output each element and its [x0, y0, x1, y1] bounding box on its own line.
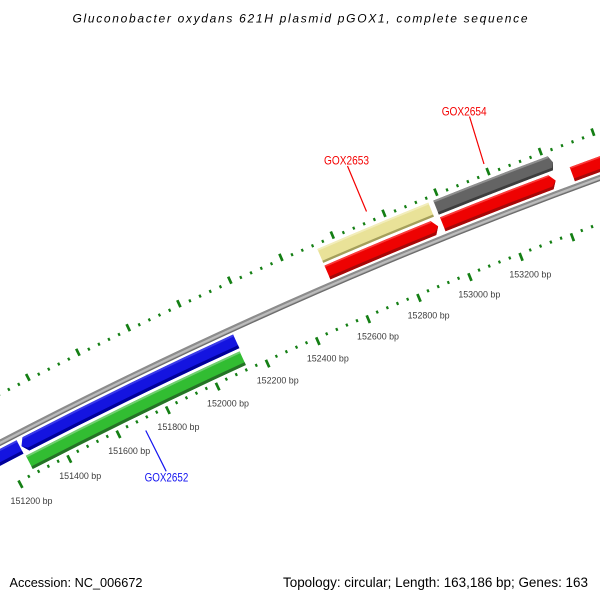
svg-text:Gluconobacter oxydans 621H pla: Gluconobacter oxydans 621H plasmid pGOX1… — [73, 11, 528, 25]
svg-text:152800 bp: 152800 bp — [408, 310, 450, 320]
svg-text:GOX2652: GOX2652 — [145, 470, 189, 484]
svg-text:152600 bp: 152600 bp — [357, 332, 399, 342]
svg-text:151800 bp: 151800 bp — [157, 422, 199, 432]
svg-text:153200 bp: 153200 bp — [509, 269, 551, 279]
svg-text:Accession: NC_006672: Accession: NC_006672 — [10, 575, 143, 590]
svg-text:151200 bp: 151200 bp — [11, 496, 53, 506]
svg-text:GOX2653: GOX2653 — [324, 154, 369, 168]
svg-text:Topology: circular; Length: 16: Topology: circular; Length: 163,186 bp; … — [283, 575, 588, 590]
svg-text:152000 bp: 152000 bp — [207, 399, 249, 409]
svg-text:152200 bp: 152200 bp — [257, 376, 299, 386]
svg-text:151600 bp: 151600 bp — [108, 446, 150, 456]
svg-text:152400 bp: 152400 bp — [307, 353, 349, 363]
svg-text:151400 bp: 151400 bp — [59, 471, 101, 481]
svg-text:GOX2654: GOX2654 — [442, 105, 487, 119]
svg-text:153000 bp: 153000 bp — [458, 290, 500, 300]
